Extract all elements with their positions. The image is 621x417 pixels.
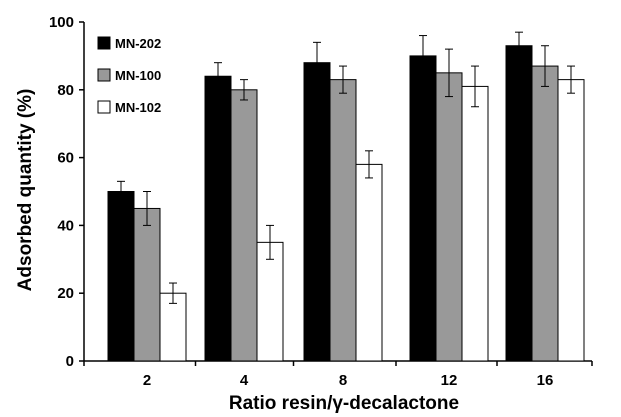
bar-mn-102 [557,79,585,362]
bar-mn-100 [435,72,463,362]
y-tick-label: 20 [57,285,74,302]
bars [107,45,585,362]
legend-swatch-mn-202 [97,36,111,50]
bar-mn-202 [204,75,232,362]
tick-labels: 0 20 40 60 80 100 2 4 8 12 16 [49,14,553,389]
x-tick-label: 2 [143,372,151,389]
x-tick-label: 12 [441,372,458,389]
y-tick-label: 80 [57,82,74,99]
bar-mn-100 [133,207,161,362]
bar-mn-202 [107,191,135,362]
legend-label-mn-202: MN-202 [115,36,161,51]
y-tick-label: 40 [57,217,74,234]
legend-swatch-mn-102 [97,100,111,114]
x-tick-label: 4 [240,372,249,389]
y-tick-label: 60 [57,150,74,167]
bar-mn-202 [303,62,331,362]
x-tick-label: 8 [339,372,347,389]
legend-label-mn-100: MN-100 [115,68,161,83]
y-tick-label: 100 [49,14,74,31]
bar-mn-102 [461,85,489,362]
legend-label-mn-102: MN-102 [115,100,161,115]
bar-mn-102 [256,241,284,362]
y-tick-label: 0 [66,353,74,370]
bar-mn-202 [409,55,437,362]
bar-mn-102 [355,163,383,362]
x-axis-label: Ratio resin/γ-decalactone [229,393,459,414]
legend: MN-202 MN-100 MN-102 [97,36,161,115]
y-axis-label: Adsorbed quantity (%) [15,89,36,292]
bar-mn-202 [505,45,533,362]
bar-mn-100 [230,89,258,362]
bar-mn-100 [531,65,559,362]
x-tick-label: 16 [537,372,554,389]
legend-swatch-mn-100 [97,68,111,82]
error-bars [117,31,575,304]
bar-mn-100 [329,79,357,362]
